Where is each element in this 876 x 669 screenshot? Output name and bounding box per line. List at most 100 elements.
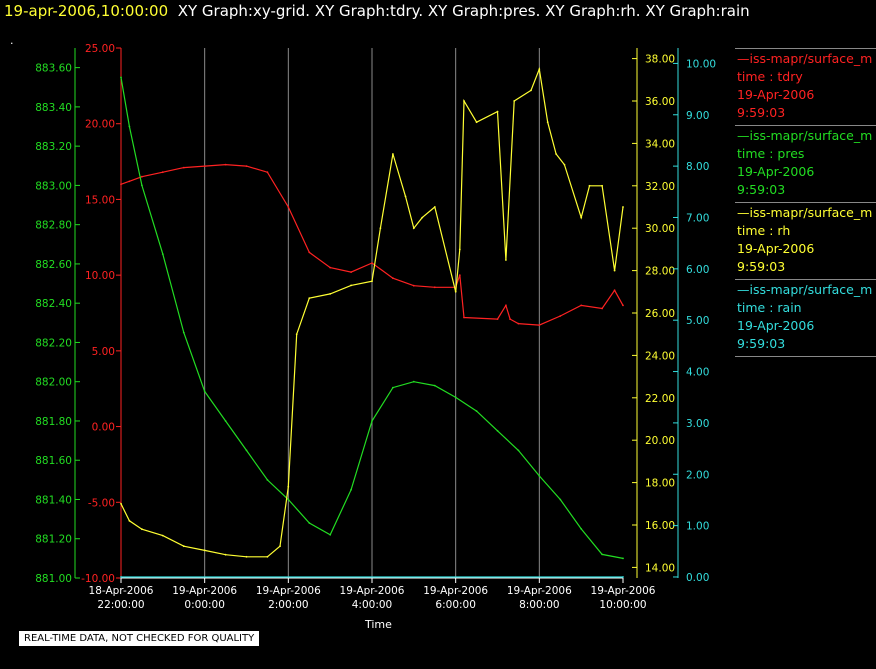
legend-series-name: —iss-mapr/surface_m xyxy=(737,128,873,143)
pres-tick-label: 881.20 xyxy=(35,534,72,546)
graph-list: XY Graph:xy-grid. XY Graph:tdry. XY Grap… xyxy=(177,2,750,20)
rh-tick-label: 24.00 xyxy=(645,350,675,362)
data-point-pres xyxy=(559,498,562,501)
rh-tick-label: 28.00 xyxy=(645,266,675,278)
rh-tick-label: 18.00 xyxy=(645,478,675,490)
data-point-tdry xyxy=(613,289,616,292)
data-point-rh xyxy=(371,280,373,283)
data-point-pres xyxy=(580,528,583,530)
data-point-pres xyxy=(622,557,624,560)
data-point-rh xyxy=(475,121,478,124)
x-tick-time-label: 6:00:00 xyxy=(435,599,475,611)
data-point-pres xyxy=(161,253,164,256)
legend-item-tdry[interactable]: —iss-mapr/surface_m time : tdry 19-Apr-2… xyxy=(735,48,876,125)
status-mark: . xyxy=(10,34,14,47)
pres-tick-label: 882.00 xyxy=(35,377,72,389)
data-point-rh xyxy=(458,248,461,251)
data-point-tdry xyxy=(371,262,373,264)
data-point-tdry xyxy=(458,274,461,276)
data-point-rh xyxy=(350,284,352,287)
data-point-rain xyxy=(622,576,624,578)
rh-tick-label: 34.00 xyxy=(645,138,675,150)
pres-tick-label: 883.00 xyxy=(35,180,72,192)
rh-tick-label: 16.00 xyxy=(645,520,675,532)
x-tick-time-label: 10:00:00 xyxy=(599,599,646,611)
data-point-tdry xyxy=(559,315,562,317)
rh-tick-label: 22.00 xyxy=(645,393,675,405)
data-point-pres xyxy=(350,488,352,491)
data-point-pres xyxy=(496,429,499,432)
legend-item-pres[interactable]: —iss-mapr/surface_m time : pres 19-Apr-2… xyxy=(735,125,876,202)
data-point-pres xyxy=(245,449,248,452)
legend-series-label: time : rain xyxy=(737,300,802,315)
data-point-rh xyxy=(421,216,424,219)
data-point-rh xyxy=(329,293,332,295)
timestamp: 19-apr-2006,10:00:00 xyxy=(4,2,169,20)
rain-tick-label: 8.00 xyxy=(686,161,709,173)
data-point-rh xyxy=(245,555,248,558)
tdry-tick-label: 10.00 xyxy=(85,270,115,282)
data-point-pres xyxy=(287,498,290,501)
pres-tick-label: 882.40 xyxy=(35,298,72,310)
x-axis-title: Time xyxy=(365,618,392,631)
data-point-tdry xyxy=(412,284,415,287)
data-point-tdry xyxy=(580,304,583,307)
rain-tick-label: 5.00 xyxy=(686,315,709,327)
data-point-rh xyxy=(530,89,532,92)
data-point-rh xyxy=(120,502,122,505)
data-point-pres xyxy=(433,384,436,387)
data-point-tdry xyxy=(329,266,332,269)
legend-date: 19-Apr-2006 xyxy=(737,87,815,102)
data-point-pres xyxy=(538,475,541,477)
data-point-rh xyxy=(513,100,516,102)
pres-tick-label: 883.60 xyxy=(35,63,72,75)
legend-item-rain[interactable]: —iss-mapr/surface_m time : rain 19-Apr-2… xyxy=(735,279,876,357)
x-tick-time-label: 22:00:00 xyxy=(97,599,144,611)
x-tick-date-label: 19-Apr-2006 xyxy=(340,585,405,597)
data-point-rh xyxy=(141,528,143,531)
data-point-pres xyxy=(329,533,332,536)
legend-series-name: —iss-mapr/surface_m xyxy=(737,205,873,220)
data-point-rh xyxy=(538,68,541,71)
x-tick-date-label: 18-Apr-2006 xyxy=(89,585,154,597)
rh-tick-label: 30.00 xyxy=(645,223,675,235)
data-point-tdry xyxy=(601,307,603,310)
data-point-pres xyxy=(182,331,185,334)
tdry-tick-label: 15.00 xyxy=(85,194,115,206)
data-point-tdry xyxy=(392,277,394,280)
data-point-rh xyxy=(588,184,591,187)
legend-item-rh[interactable]: —iss-mapr/surface_m time : rh 19-Apr-200… xyxy=(735,202,876,279)
data-point-pres xyxy=(141,184,143,187)
data-point-rh xyxy=(279,545,281,548)
data-point-pres xyxy=(454,396,457,399)
rh-tick-label: 14.00 xyxy=(645,562,675,574)
data-point-rain xyxy=(120,576,122,578)
data-point-pres xyxy=(601,553,603,556)
rain-tick-label: 6.00 xyxy=(686,264,709,276)
data-point-tdry xyxy=(622,304,624,307)
pres-tick-label: 883.40 xyxy=(35,102,72,114)
data-point-rh xyxy=(555,153,557,155)
legend-series-name: —iss-mapr/surface_m xyxy=(737,51,873,66)
legend-series-label: time : tdry xyxy=(737,69,803,84)
data-point-tdry xyxy=(266,171,269,174)
data-point-pres xyxy=(517,449,520,452)
legend-date: 19-Apr-2006 xyxy=(737,164,815,179)
data-point-rh xyxy=(496,110,499,113)
data-point-rh xyxy=(203,549,206,552)
data-point-rh xyxy=(161,534,164,537)
graph-title: 19-apr-2006,10:00:00 XY Graph:xy-grid. X… xyxy=(4,2,750,20)
legend-date: 19-Apr-2006 xyxy=(737,318,815,333)
data-point-rh xyxy=(546,121,549,124)
data-point-tdry xyxy=(505,304,507,307)
x-tick-time-label: 8:00:00 xyxy=(519,599,559,611)
data-point-rh xyxy=(404,195,407,198)
data-point-rh xyxy=(613,269,616,272)
legend-time: 9:59:03 xyxy=(737,259,786,274)
data-point-tdry xyxy=(287,206,290,208)
rh-tick-label: 20.00 xyxy=(645,435,675,447)
rh-tick-label: 38.00 xyxy=(645,54,675,66)
data-point-tdry xyxy=(120,183,122,186)
tdry-tick-label: -5.00 xyxy=(88,497,115,509)
